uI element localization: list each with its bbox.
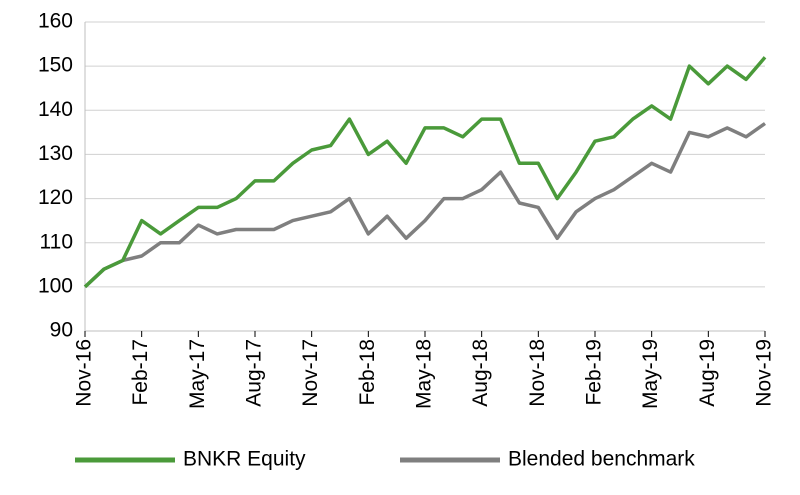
x-tick-label: Nov-16: [73, 339, 96, 407]
y-tick-label: 120: [38, 186, 73, 209]
x-tick-label: Feb-18: [356, 339, 379, 406]
x-tick-label: Feb-19: [583, 339, 606, 406]
x-tick-label: May-18: [413, 339, 436, 409]
y-tick-label: 150: [38, 54, 73, 77]
x-tick-label: Aug-18: [469, 339, 492, 407]
y-tick-label: 160: [38, 10, 73, 33]
data-line: [83, 122, 767, 289]
legend-label: BNKR Equity: [183, 448, 306, 471]
y-tick-label: 90: [50, 319, 73, 342]
x-tick-label: Aug-19: [696, 339, 719, 407]
x-tick-label: Nov-19: [753, 339, 776, 407]
x-tick-label: May-17: [186, 339, 209, 409]
x-tick-label: Nov-18: [526, 339, 549, 407]
legend-label: Blended benchmark: [508, 448, 695, 471]
x-tick-label: Nov-17: [299, 339, 322, 407]
y-tick-label: 140: [38, 98, 73, 121]
x-tick-label: Feb-17: [129, 339, 152, 406]
x-tick-label: May-19: [639, 339, 662, 409]
y-tick-label: 100: [38, 274, 73, 297]
data-line: [83, 56, 767, 289]
y-tick-label: 110: [40, 230, 73, 253]
y-tick-label: 130: [38, 142, 73, 165]
x-tick-label: Aug-17: [243, 339, 266, 407]
